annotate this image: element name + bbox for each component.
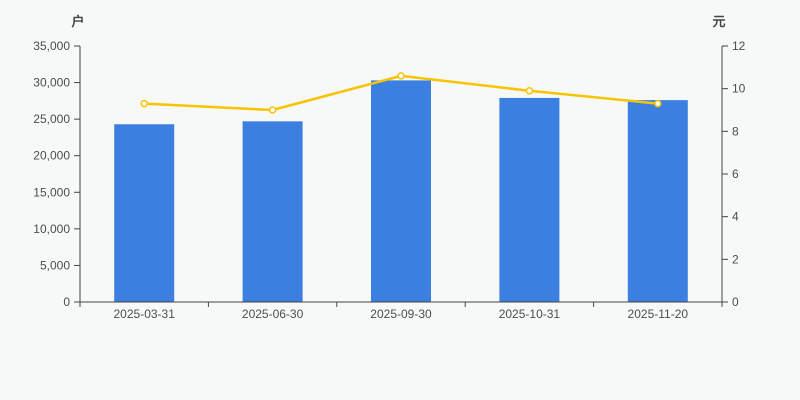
right-axis-tick-label: 0 — [732, 295, 739, 309]
right-axis-tick-label: 12 — [732, 39, 746, 53]
left-axis-unit-label: 户 — [71, 14, 85, 29]
x-axis-category-label: 2025-03-31 — [114, 307, 176, 321]
right-axis-tick-label: 8 — [732, 124, 739, 138]
right-axis-unit-label: 元 — [712, 14, 726, 29]
right-axis-tick-label: 6 — [732, 167, 739, 181]
line-marker-2025-06-30[interactable] — [268, 106, 277, 114]
line-marker-2025-10-31[interactable] — [525, 87, 534, 95]
left-axis-tick-label: 15,000 — [33, 185, 70, 199]
bar-2025-11-20[interactable] — [627, 100, 688, 302]
right-axis-tick-label: 2 — [732, 252, 739, 266]
bar-2025-06-30[interactable] — [242, 121, 303, 302]
line-marker-2025-11-20[interactable] — [654, 99, 662, 108]
left-axis-tick-label: 5,000 — [40, 258, 70, 272]
x-axis-category-label: 2025-11-20 — [628, 307, 689, 321]
x-axis-category-label: 2025-10-31 — [499, 307, 561, 321]
left-axis-tick-label: 0 — [63, 295, 70, 309]
left-axis-tick-label: 20,000 — [33, 149, 70, 163]
line-marker-2025-03-31[interactable] — [140, 99, 148, 108]
bar-2025-09-30[interactable] — [371, 80, 431, 303]
left-axis-tick-label: 25,000 — [33, 112, 70, 126]
line-marker-2025-09-30[interactable] — [397, 72, 405, 80]
x-axis-category-label: 2025-09-30 — [370, 307, 432, 321]
left-axis-tick-label: 10,000 — [33, 222, 70, 236]
x-axis-category-label: 2025-06-30 — [242, 307, 304, 321]
bar-2025-03-31[interactable] — [114, 124, 175, 303]
right-axis-tick-label: 4 — [732, 210, 739, 224]
right-axis-tick-label: 10 — [732, 82, 746, 96]
left-axis-tick-label: 35,000 — [33, 39, 70, 53]
left-axis-tick-label: 30,000 — [33, 76, 70, 90]
bar-2025-10-31[interactable] — [499, 97, 560, 302]
